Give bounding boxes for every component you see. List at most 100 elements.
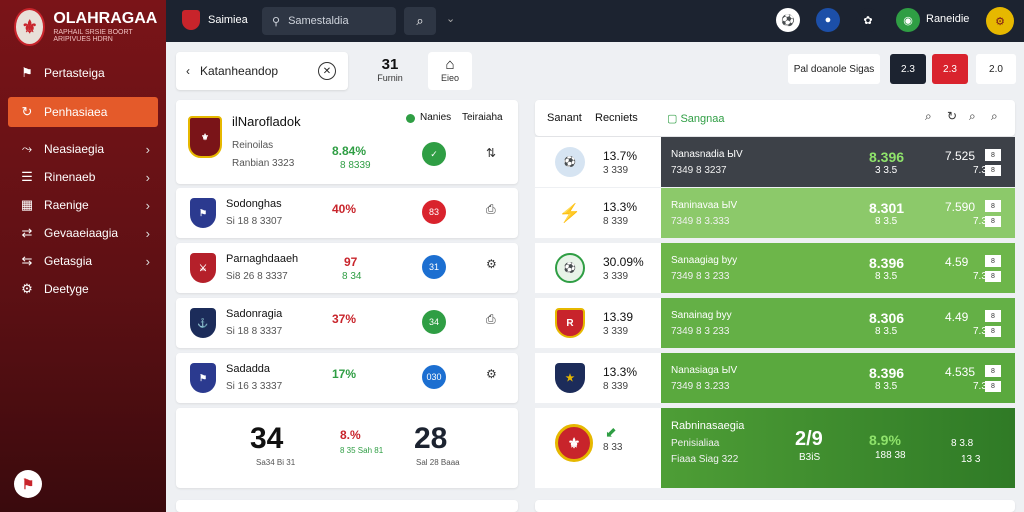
table-row[interactable]: ⚑ Sadadda Si 16 3 3337 17% 030 ⚙ xyxy=(176,353,518,403)
col-header: Nanies xyxy=(420,112,452,123)
home-button[interactable]: ⌂ Eieo xyxy=(428,52,472,90)
bookmark-icon[interactable]: ⎙ xyxy=(486,312,496,326)
check-badge-icon[interactable]: ✓ xyxy=(422,142,446,166)
row-sub2: 8 34 xyxy=(342,271,362,282)
sidebar-item-4[interactable]: ▦ Raenige › xyxy=(8,190,158,220)
left-header-card[interactable]: ⚜ ilNarofladok Reinoilas Ranbian 3323 8.… xyxy=(176,100,518,184)
bookmark-icon[interactable]: ⎙ xyxy=(486,202,496,216)
team-logo-icon: ★ xyxy=(555,363,585,393)
gear-icon[interactable]: ⚙ xyxy=(486,367,497,381)
user-name[interactable]: Raneidie xyxy=(926,13,970,25)
row-odd[interactable]: 7.525 xyxy=(945,149,976,163)
row-badge[interactable]: 34 xyxy=(422,310,446,334)
odd-box[interactable]: 8 xyxy=(985,216,1001,227)
stat-box: 31 Furnin xyxy=(368,56,412,83)
transfer-icon[interactable]: ⇅ xyxy=(486,146,497,160)
row-pct-sub: 3 339 xyxy=(603,165,629,176)
user-avatar[interactable]: ⚙ xyxy=(986,7,1014,35)
user-search-icon: ⚲ xyxy=(272,15,281,28)
away-score-sub: Sal 28 Baaa xyxy=(416,458,460,467)
odd-box[interactable]: 8 xyxy=(985,310,1001,322)
sidebar-item-6[interactable]: ⇆ Getasgia › xyxy=(8,246,158,276)
odd-box[interactable]: 8 xyxy=(985,381,1001,392)
row-value: 8.301 xyxy=(869,200,905,216)
table-row[interactable]: ⚔ Parnaghdaaeh Si8 26 8 3337 97 8 34 31 … xyxy=(176,243,518,293)
sidebar-item-1[interactable]: ↻ Penhasiaea xyxy=(8,97,158,127)
search-placeholder: Samestaldia xyxy=(288,15,349,27)
table-row[interactable]: ⚽ 30.09% 3 339 Sanaagiag byy 7349 8 3 233 8.… xyxy=(535,243,1015,293)
team-avatar-1[interactable]: ⚽ xyxy=(776,8,800,32)
chat-icon: ▢ xyxy=(667,113,678,125)
row-pct: 37% xyxy=(332,312,357,326)
odd-box[interactable]: 8 xyxy=(985,165,1001,176)
chevron-down-icon[interactable]: ⌄ xyxy=(446,13,456,25)
row-odd[interactable]: 4.59 xyxy=(945,255,969,269)
row-odd[interactable]: 7.590 xyxy=(945,200,976,214)
search-input[interactable]: ⚲ Samestaldia xyxy=(262,7,396,35)
table-row[interactable]: ⚡ 13.3% 8 339 Raninavaa ЫV 7349 8 3.333 8.30… xyxy=(535,188,1015,238)
row-odd[interactable]: 4.49 xyxy=(945,310,969,324)
filter-button-dark[interactable]: 2.3 xyxy=(890,54,926,84)
col-header-label: Sangnaa xyxy=(680,113,725,125)
row-pct-sub: 3 339 xyxy=(603,326,629,337)
search-button[interactable]: ⌕ xyxy=(404,7,436,35)
sidebar-item-2[interactable]: ⤳ Neasiaegia › xyxy=(8,134,158,164)
filter-button-red[interactable]: 2.3 xyxy=(932,54,968,84)
gear-icon[interactable]: ⚙ xyxy=(486,257,497,271)
sidebar-item-5[interactable]: ⇄ Gevaaeiaagia › xyxy=(8,218,158,248)
odd-box[interactable]: 8 xyxy=(985,200,1001,212)
col-header-active[interactable]: ▢ Sangnaa xyxy=(667,112,725,125)
odd-box[interactable]: 8 xyxy=(985,271,1001,282)
row-sub: Si8 26 8 3337 xyxy=(226,271,288,282)
topbar: Saimiea ⚲ Samestaldia ⌕ ⌄ ⚽ ● ✿ ◉ Raneid… xyxy=(166,0,1024,42)
close-icon[interactable]: ✕ xyxy=(318,62,336,80)
refresh-icon[interactable]: ↻ xyxy=(947,109,958,123)
table-row[interactable]: ⚽ 13.7% 3 339 Nanasnadia ЫV 7349 8 3237 8.39… xyxy=(535,137,1015,187)
team-avatar-2[interactable]: ● xyxy=(816,8,840,32)
odd-box[interactable]: 8 xyxy=(985,149,1001,161)
row-name: Sadonragia xyxy=(226,308,283,320)
app-title: OLAHRAGAA xyxy=(53,10,158,27)
row-sub2: 8 8339 xyxy=(340,160,371,171)
club-crest-icon: ⚜ xyxy=(188,116,222,158)
topbar-crest[interactable]: Saimiea xyxy=(182,10,248,30)
row-pct: 13.7% xyxy=(603,149,638,163)
row-value-sub: 8 3.5 xyxy=(875,271,898,282)
filter-select[interactable]: Pal doanole Sigas xyxy=(788,54,880,84)
paw-icon[interactable]: ✿ xyxy=(856,8,880,32)
sidebar-item-7[interactable]: ⚙ Deetyge xyxy=(8,274,158,304)
team-avatar-3[interactable]: ◉ xyxy=(896,8,920,32)
back-icon[interactable]: ‹ xyxy=(186,64,190,78)
feature-odd2[interactable]: 13 3 xyxy=(961,454,981,465)
table-row[interactable]: ⚓ Sadonragia Si 18 8 3337 37% 34 ⎙ xyxy=(176,298,518,348)
row-sub: 7349 8 3237 xyxy=(671,165,727,176)
row-sub: Si 16 3 3337 xyxy=(226,381,283,392)
brand[interactable]: ⚜ OLAHRAGAA RAPHAIL SRSIE BOORT ARIPIVUE… xyxy=(14,8,166,46)
sidebar-item-3[interactable]: ☰ Rinenaeb › xyxy=(8,162,158,192)
zoom-icon[interactable]: ⌕ xyxy=(969,109,976,123)
score-card[interactable]: 34 Sa34 Bi 31 8.% 8 35 Sah 81 28 Sal 28 … xyxy=(176,408,518,488)
odd-box[interactable]: 8 xyxy=(985,326,1001,337)
row-badge[interactable]: 83 xyxy=(422,200,446,224)
sidebar-item-0[interactable]: ⚑ Pertasteiga xyxy=(8,58,158,88)
club-crest-icon: ⚑ xyxy=(190,363,216,393)
table-row[interactable]: ★ 13.3% 8 339 Nanasiaga ЫV 7349 8 3.233 8.39… xyxy=(535,353,1015,403)
odd-box[interactable]: 8 xyxy=(985,365,1001,377)
search-icon[interactable]: ⌕ xyxy=(925,109,932,123)
team-logo-icon: ⚜ xyxy=(555,424,593,462)
filter-button-light[interactable]: 2.0 xyxy=(976,54,1016,84)
row-badge[interactable]: 030 xyxy=(422,365,446,389)
feature-row[interactable]: ⚜ ⬋ 8 33 Rabninasaegia Penisialiaa Fiaaa S… xyxy=(535,408,1015,488)
find-icon[interactable]: ⌕ xyxy=(991,109,998,123)
row-badge[interactable]: 31 xyxy=(422,255,446,279)
feature-odd[interactable]: 8 3.8 xyxy=(951,438,974,449)
page-header: ‹ Katanheandop ✕ xyxy=(176,52,348,90)
help-icon[interactable]: ⚑ xyxy=(14,470,42,498)
list-icon: ☰ xyxy=(21,169,33,184)
row-odd[interactable]: 4.535 xyxy=(945,365,976,379)
table-row[interactable]: ⚑ Sodonghas Si 18 8 3307 40% 83 ⎙ xyxy=(176,188,518,238)
row-sub: Si 18 8 3307 xyxy=(226,216,283,227)
table-row[interactable]: R 13.39 3 339 Sanainag byy 7349 8 3 233 8.30… xyxy=(535,298,1015,348)
row-value: 8.396 xyxy=(869,149,905,165)
odd-box[interactable]: 8 xyxy=(985,255,1001,267)
